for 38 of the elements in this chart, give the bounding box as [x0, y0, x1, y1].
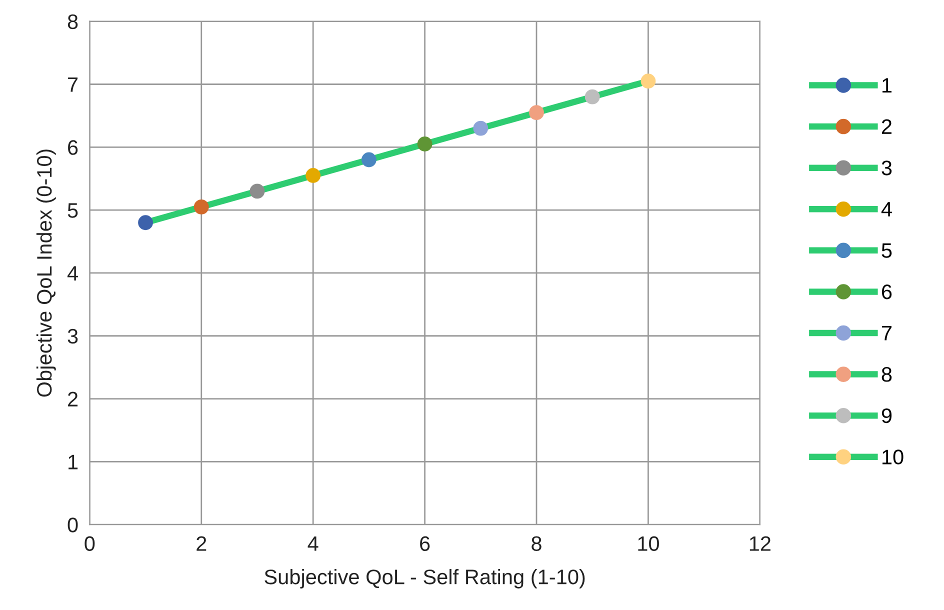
y-tick-label: 0	[68, 518, 78, 532]
point	[138, 215, 153, 230]
legend-label: 9	[882, 408, 892, 424]
y-tick-label: 6	[68, 140, 78, 155]
legend-label: 10	[882, 450, 904, 464]
point	[473, 120, 488, 136]
legend-label: 1	[882, 78, 892, 93]
y-tick-label: 5	[68, 203, 78, 218]
point	[417, 136, 432, 152]
point	[194, 199, 209, 214]
legend-label: 3	[882, 160, 892, 176]
point	[640, 74, 656, 89]
y-tick-label: 1	[68, 454, 78, 470]
y-tick-label: 7	[68, 77, 78, 92]
x-tick-label: 2	[196, 536, 206, 551]
y-tick-label: 4	[67, 266, 78, 281]
point	[584, 89, 600, 104]
x-axis-title: Subjective QoL - Self Rating (1-10)	[264, 569, 585, 588]
x-tick-label: 4	[308, 536, 318, 551]
y-tick-label: 3	[68, 328, 78, 344]
point	[361, 152, 376, 168]
x-tick-label: 6	[420, 536, 430, 552]
point	[529, 105, 544, 120]
legend-label: 8	[882, 367, 892, 382]
x-tick-label: 10	[638, 536, 659, 552]
x-tick-label: 12	[750, 536, 770, 551]
y-axis-title: Objective QoL Index (0-10)	[36, 150, 56, 397]
legend-label: 6	[882, 284, 892, 300]
x-tick-label: 0	[84, 536, 95, 552]
y-tick-label: 2	[68, 392, 78, 406]
y-tick-label: 8	[68, 14, 78, 30]
legend-label: 2	[882, 119, 892, 134]
point	[306, 168, 321, 183]
x-tick-label: 8	[532, 536, 542, 552]
legend-label: 7	[882, 326, 892, 340]
legend-label: 4	[881, 202, 892, 216]
legend-label: 5	[882, 243, 892, 258]
point	[250, 184, 265, 199]
